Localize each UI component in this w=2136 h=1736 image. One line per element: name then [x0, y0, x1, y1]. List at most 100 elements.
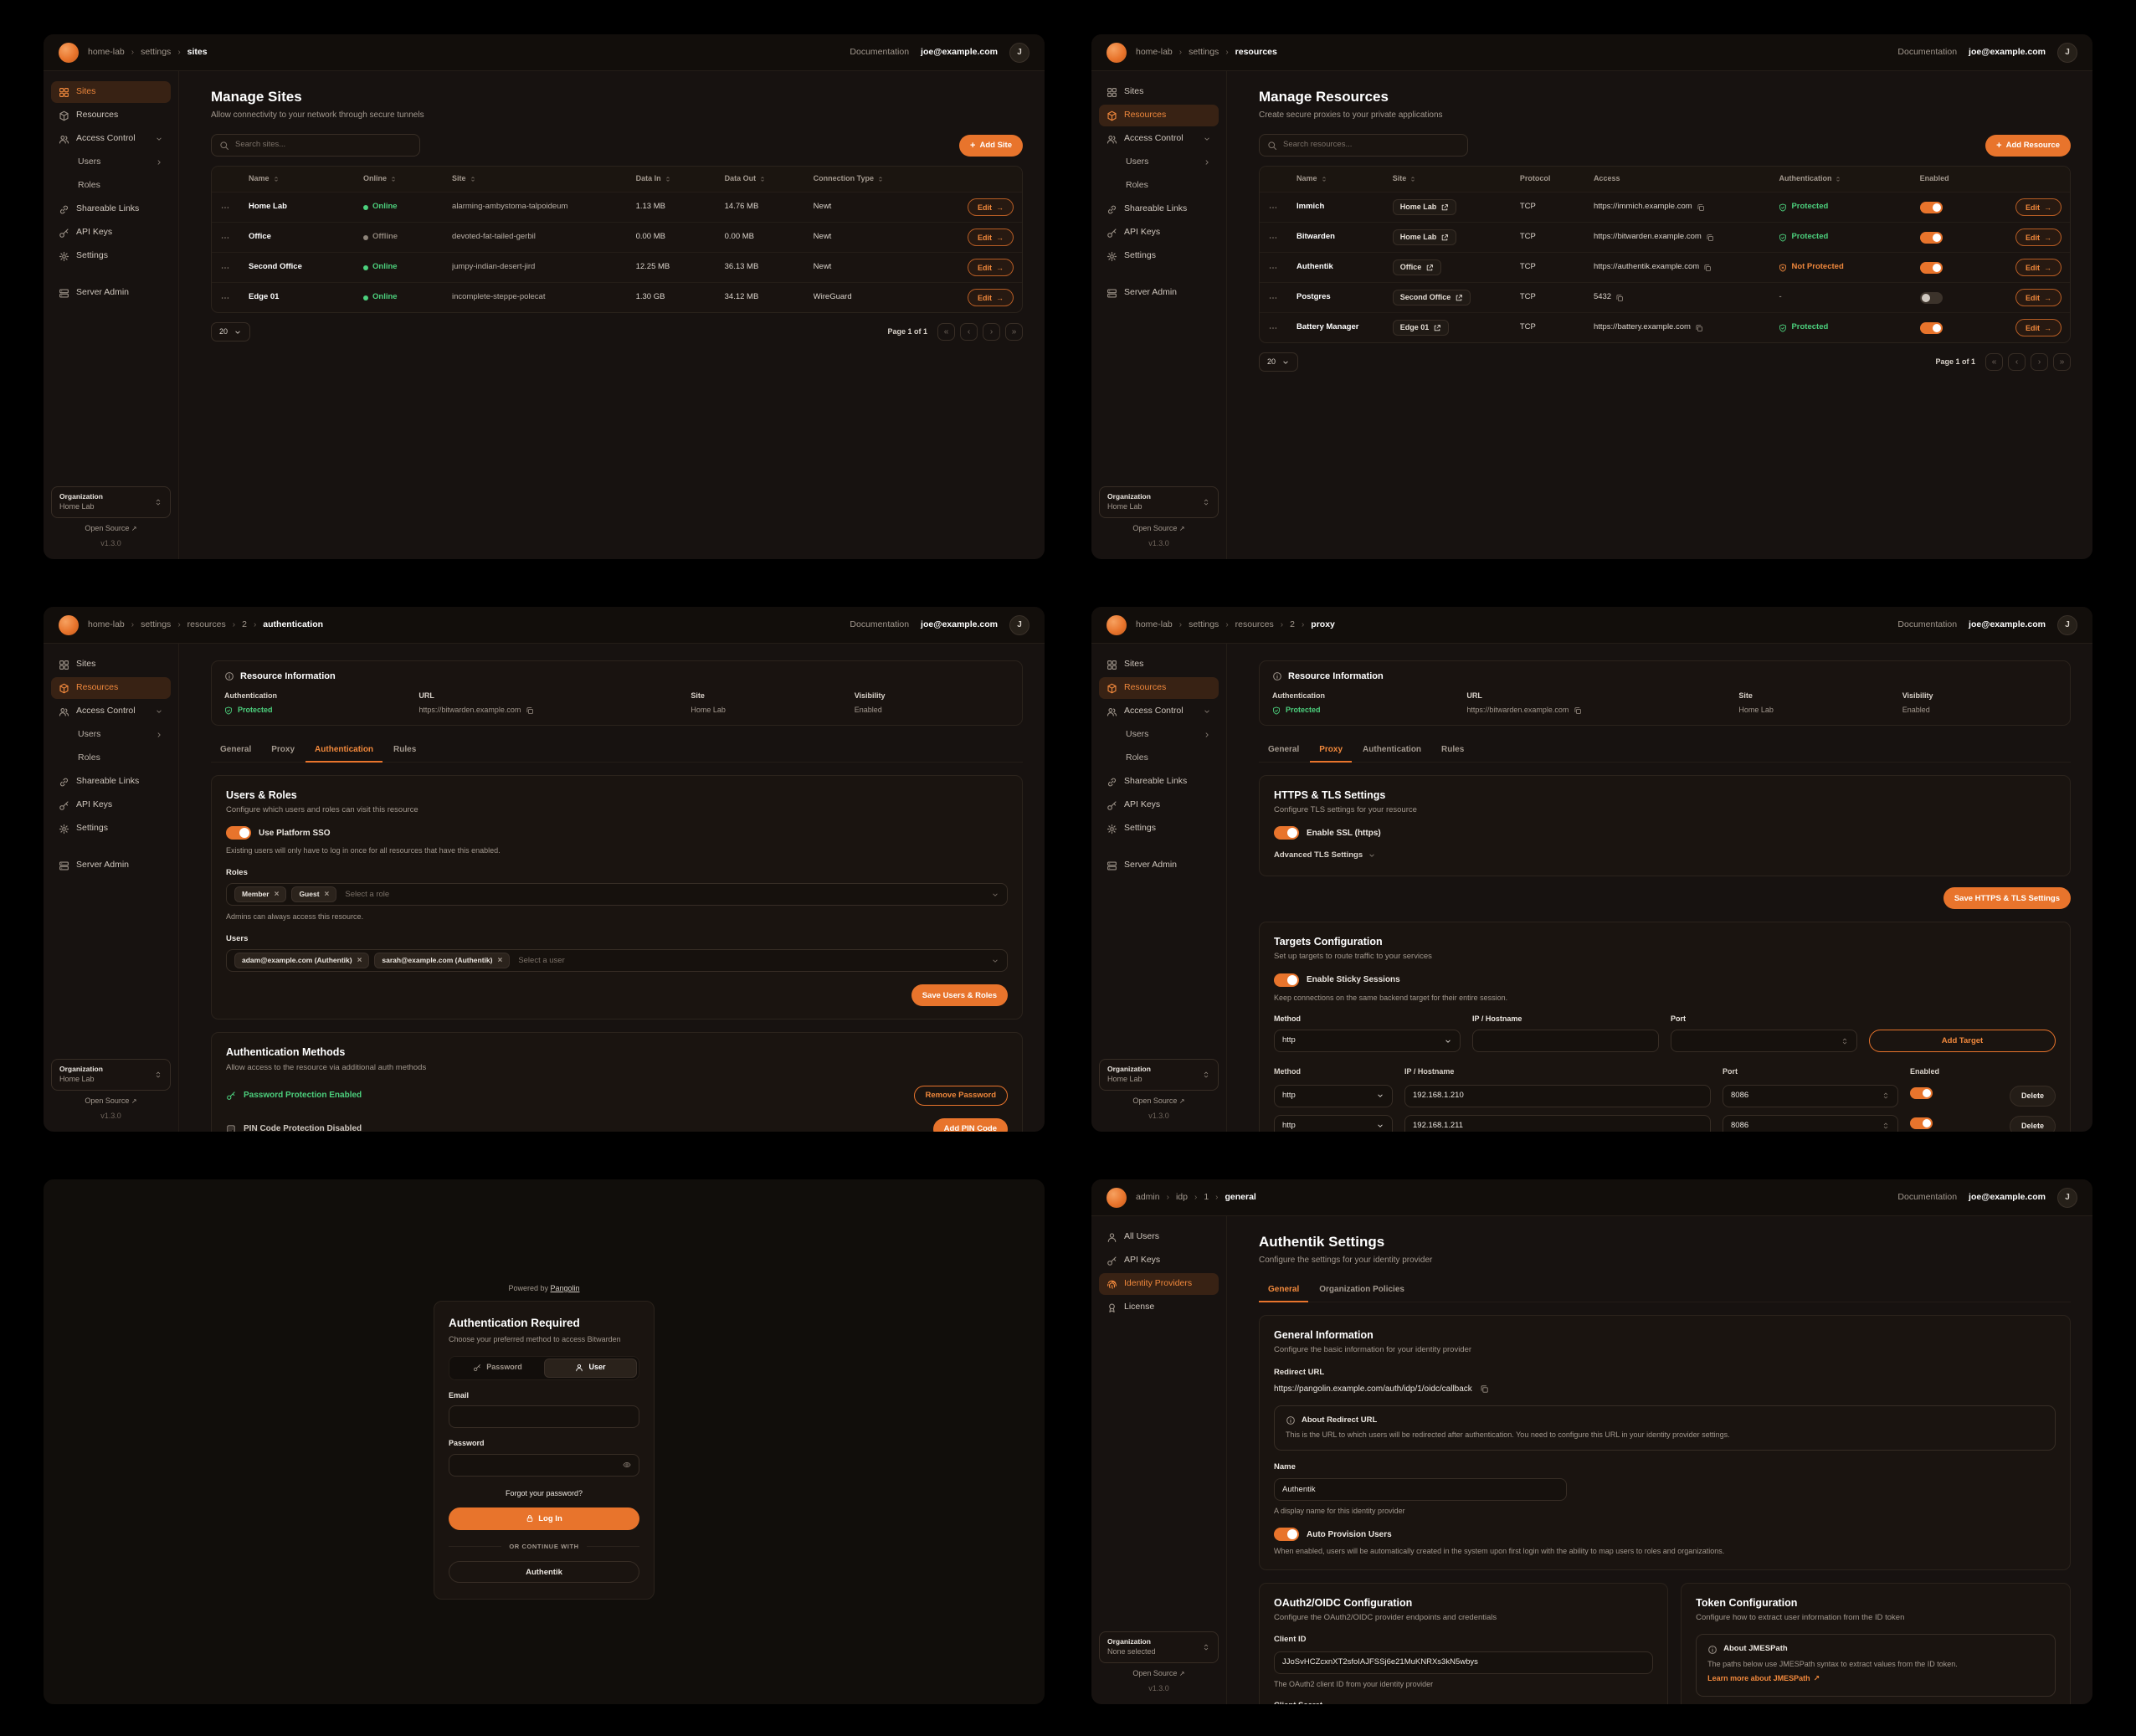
- tab-general[interactable]: General: [1268, 744, 1300, 754]
- tab-general[interactable]: General: [1259, 1278, 1309, 1303]
- row-actions-button[interactable]: [1268, 293, 1290, 303]
- auto-provision-toggle[interactable]: [1274, 1528, 1299, 1542]
- add-target-button[interactable]: Add Target: [1869, 1030, 2056, 1053]
- site-link[interactable]: Second Office: [1392, 290, 1471, 306]
- tab-organization-policies[interactable]: Organization Policies: [1319, 1285, 1404, 1295]
- sidebar-item-access-control[interactable]: Access Control: [1099, 701, 1219, 722]
- site-link[interactable]: Home Lab: [1392, 199, 1457, 216]
- sidebar-item-users[interactable]: Users: [1099, 152, 1219, 173]
- tab-proxy[interactable]: Proxy: [271, 744, 295, 754]
- sidebar-item-api-keys[interactable]: API Keys: [1099, 222, 1219, 244]
- documentation-link[interactable]: Documentation: [850, 46, 910, 57]
- pangolin-logo-icon[interactable]: [1107, 42, 1127, 63]
- tab-authentication[interactable]: Authentication: [306, 738, 383, 763]
- prev-page-button[interactable]: ‹: [2008, 353, 2026, 372]
- open-source-link[interactable]: Open Source ↗: [1132, 1096, 1185, 1105]
- delete-target-button[interactable]: Delete: [2009, 1085, 2056, 1107]
- roles-multiselect[interactable]: Member × Guest × Select a role: [226, 883, 1008, 907]
- enabled-toggle[interactable]: [1919, 231, 1943, 244]
- breadcrumb-item-idp[interactable]: idp: [1175, 1191, 1188, 1202]
- copy-icon[interactable]: [1703, 264, 1712, 272]
- save-https-tls-button[interactable]: Save HTTPS & TLS Settings: [1943, 887, 2071, 910]
- name-input[interactable]: Authentik: [1274, 1478, 1567, 1502]
- sidebar-item-server-admin[interactable]: Server Admin: [1099, 855, 1219, 876]
- column-site[interactable]: Site: [452, 174, 629, 184]
- breadcrumb-item-2[interactable]: 2: [1290, 619, 1295, 629]
- copy-icon[interactable]: [526, 706, 534, 715]
- remove-chip-icon[interactable]: ×: [357, 955, 362, 965]
- sidebar-item-identity-providers[interactable]: Identity Providers: [1099, 1273, 1219, 1295]
- user-email[interactable]: joe@example.com: [1969, 619, 2046, 629]
- tab-rules[interactable]: Rules: [1441, 744, 1465, 754]
- stepper-icon[interactable]: [1882, 1091, 1890, 1100]
- method-select[interactable]: http: [1274, 1030, 1461, 1053]
- sticky-sessions-toggle[interactable]: [1274, 973, 1299, 987]
- method-select[interactable]: http: [1274, 1114, 1393, 1132]
- edit-button[interactable]: Edit →: [2015, 229, 2062, 247]
- edit-button[interactable]: Edit →: [968, 198, 1014, 217]
- breadcrumb-item-authentication[interactable]: authentication: [263, 619, 324, 629]
- selected-chip[interactable]: Guest ×: [291, 886, 337, 903]
- sidebar-item-api-keys[interactable]: API Keys: [51, 222, 171, 244]
- pangolin-logo-icon[interactable]: [59, 614, 79, 635]
- organization-selector[interactable]: Organization Home Lab: [1099, 485, 1219, 518]
- user-email[interactable]: joe@example.com: [1969, 1191, 2046, 1202]
- organization-selector[interactable]: Organization Home Lab: [1099, 1058, 1219, 1091]
- sidebar-item-settings[interactable]: Settings: [51, 245, 171, 267]
- row-actions-button[interactable]: [1268, 203, 1290, 213]
- column-online[interactable]: Online: [363, 174, 445, 184]
- user-email[interactable]: joe@example.com: [921, 46, 998, 57]
- documentation-link[interactable]: Documentation: [850, 619, 910, 629]
- search-input[interactable]: Search sites...: [211, 134, 420, 157]
- enable-ssl-toggle[interactable]: [1274, 826, 1299, 840]
- users-multiselect[interactable]: adam@example.com (Authentik) × sarah@examp…: [226, 949, 1008, 973]
- prev-page-button[interactable]: ‹: [960, 323, 978, 342]
- sidebar-item-settings[interactable]: Settings: [1099, 818, 1219, 840]
- breadcrumb-item-admin[interactable]: admin: [1136, 1191, 1160, 1202]
- tab-password[interactable]: Password: [451, 1358, 544, 1378]
- remove-chip-icon[interactable]: ×: [497, 955, 503, 965]
- login-button[interactable]: Log In: [449, 1507, 639, 1530]
- breadcrumb-item-home-lab[interactable]: home-lab: [1136, 619, 1173, 629]
- tab-user[interactable]: User: [544, 1358, 637, 1378]
- edit-button[interactable]: Edit →: [2015, 319, 2062, 337]
- next-page-button[interactable]: ›: [2031, 353, 2048, 372]
- email-input[interactable]: [449, 1405, 639, 1429]
- organization-selector[interactable]: Organization Home Lab: [51, 1058, 171, 1091]
- authentik-button[interactable]: Authentik: [449, 1561, 639, 1584]
- first-page-button[interactable]: «: [1985, 353, 2003, 372]
- tab-proxy[interactable]: Proxy: [1310, 738, 1353, 763]
- sidebar-item-resources[interactable]: Resources: [51, 105, 171, 126]
- row-actions-button[interactable]: [220, 293, 242, 303]
- page-size-select[interactable]: 20: [211, 322, 251, 342]
- copy-icon[interactable]: [1706, 234, 1714, 242]
- breadcrumb-item-resources[interactable]: resources: [1235, 619, 1274, 629]
- first-page-button[interactable]: «: [937, 323, 955, 342]
- edit-button[interactable]: Edit →: [968, 289, 1014, 307]
- remove-chip-icon[interactable]: ×: [274, 889, 280, 899]
- ip-input[interactable]: [1472, 1030, 1659, 1053]
- sidebar-item-server-admin[interactable]: Server Admin: [1099, 282, 1219, 304]
- breadcrumb-item-general[interactable]: general: [1225, 1191, 1256, 1202]
- sidebar-item-roles[interactable]: Roles: [1099, 175, 1219, 197]
- pangolin-logo-icon[interactable]: [1107, 614, 1127, 635]
- organization-selector[interactable]: Organization Home Lab: [51, 485, 171, 518]
- row-actions-button[interactable]: [220, 233, 242, 243]
- enabled-toggle[interactable]: [1919, 291, 1943, 304]
- jmespath-learn-more-link[interactable]: Learn more about JMESPath ↗: [1707, 1674, 1820, 1683]
- breadcrumb-item-resources[interactable]: resources: [187, 619, 226, 629]
- client-id-input[interactable]: JJoSvHCZcxnXT2sfoIAJFSSj6e21MuKNRXs3kN5w…: [1274, 1651, 1654, 1674]
- open-source-link[interactable]: Open Source ↗: [85, 1096, 137, 1105]
- enabled-toggle[interactable]: [1919, 201, 1943, 213]
- column-name[interactable]: Name: [249, 174, 357, 184]
- add-resource-button[interactable]: + Add Resource: [1985, 134, 2071, 157]
- last-page-button[interactable]: »: [1005, 323, 1023, 342]
- advanced-tls-expander[interactable]: Advanced TLS Settings: [1274, 850, 1376, 860]
- remove-chip-icon[interactable]: ×: [324, 889, 330, 899]
- row-actions-button[interactable]: [1268, 323, 1290, 333]
- sidebar-item-api-keys[interactable]: API Keys: [51, 794, 171, 816]
- breadcrumb-item-settings[interactable]: settings: [1189, 619, 1219, 629]
- sidebar-item-users[interactable]: Users: [51, 152, 171, 173]
- sidebar-item-sites[interactable]: Sites: [51, 654, 171, 675]
- stepper-icon[interactable]: [1882, 1122, 1890, 1130]
